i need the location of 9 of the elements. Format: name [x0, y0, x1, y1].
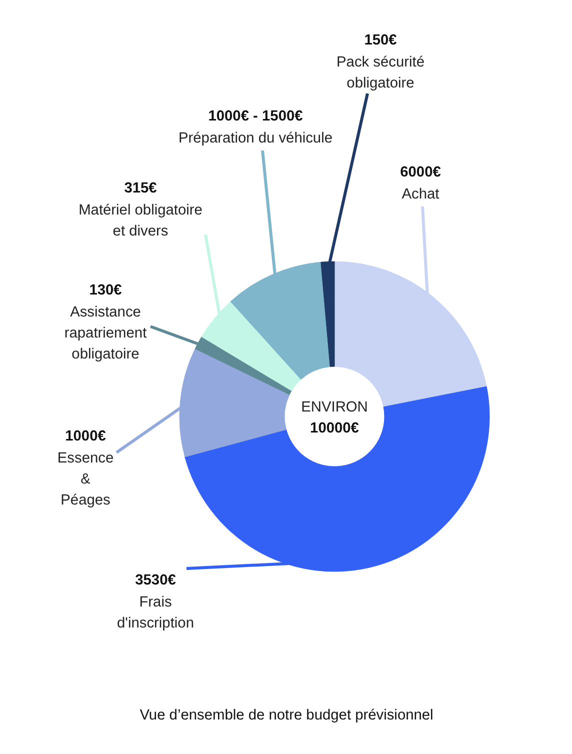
slice-label: 1000€ - 1500€ Préparation du véhicule [178, 108, 333, 146]
slice-label: 315€ Matériel obligatoire et divers [78, 180, 202, 240]
text: Vue d’ensemble de notre budget prévisionnel [140, 708, 434, 724]
slice-label: 3530€ Frais d'inscription [117, 572, 194, 632]
slice-label: 6000€ Achat [400, 164, 441, 202]
slice-label: 130€ Assistance rapatriement obligatoire [64, 282, 147, 362]
slice-label: 1000€ Essence & Péages [57, 428, 114, 508]
text: ENVIRON 10000€ [301, 400, 368, 436]
slice-label: 150€ Pack sécurité obligatoire [336, 32, 424, 92]
